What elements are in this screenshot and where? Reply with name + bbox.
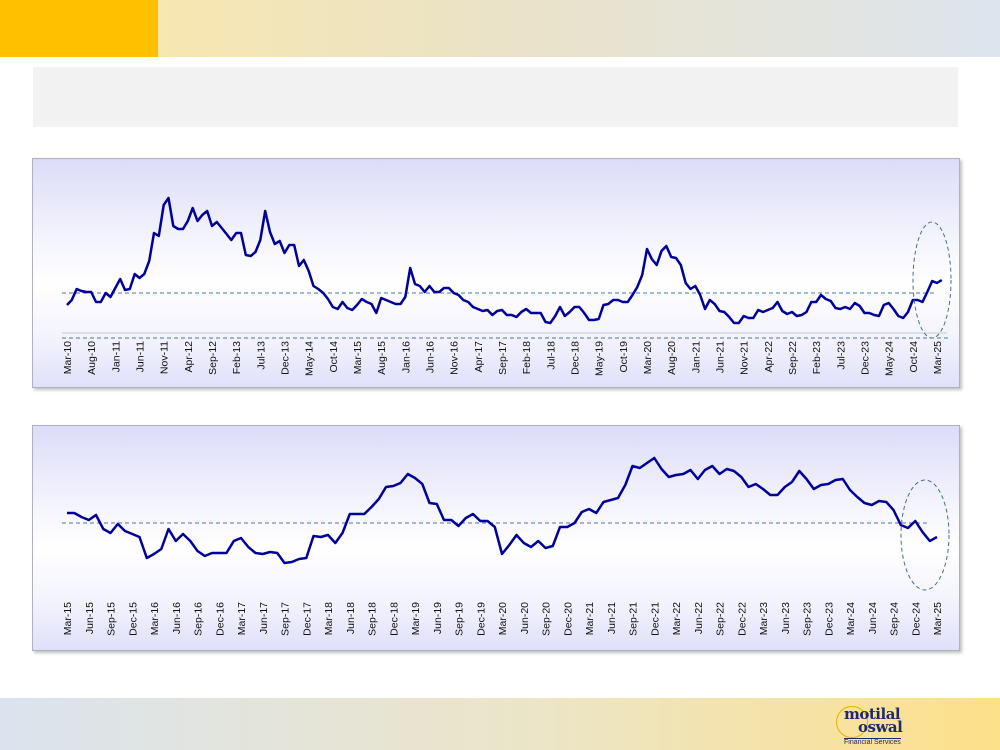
x-tick-label: Jul-18 — [545, 341, 557, 370]
highlight-ellipse — [912, 221, 952, 339]
x-tick-label: Sep-20 — [541, 602, 553, 636]
header-accent-block — [0, 0, 158, 57]
title-box — [33, 67, 958, 127]
x-tick-label: Oct-14 — [328, 341, 340, 373]
x-tick-label: May-19 — [594, 341, 606, 376]
x-tick-label: Nov-21 — [739, 341, 751, 375]
x-tick-label: Aug-20 — [666, 341, 678, 375]
x-tick-label: Dec-13 — [280, 341, 292, 375]
x-tick-label: Sep-23 — [802, 602, 814, 636]
x-tick-label: Jun-15 — [84, 602, 96, 634]
x-tick-label: Sep-15 — [106, 602, 118, 636]
x-tick-label: May-14 — [304, 341, 316, 376]
x-tick-label: Sep-19 — [454, 602, 466, 636]
motilal-oswal-logo: motilal oswal Financial Services — [836, 702, 926, 748]
logo-text-2: oswal — [858, 718, 903, 736]
x-tick-label: Dec-18 — [570, 341, 582, 375]
logo-text-1: motilal — [844, 705, 901, 723]
footer-band — [0, 698, 1000, 750]
x-tick-label: Jun-20 — [519, 602, 531, 634]
x-tick-label: Mar-20 — [497, 602, 509, 635]
x-tick-label: Dec-20 — [562, 602, 574, 636]
x-tick-label: Sep-17 — [497, 341, 509, 375]
x-tick-label: Dec-23 — [823, 602, 835, 636]
x-tick-label: Dec-23 — [860, 341, 872, 375]
x-tick-label: Mar-10 — [62, 341, 74, 374]
x-tick-label: Dec-24 — [910, 602, 922, 636]
x-tick-label: Jun-18 — [345, 602, 357, 634]
x-tick-label: Dec-16 — [214, 602, 226, 636]
x-tick-label: Mar-19 — [410, 602, 422, 635]
header-band — [0, 0, 1000, 57]
x-tick-label: Mar-25 — [932, 341, 944, 374]
x-tick-label: Jan-16 — [400, 341, 412, 373]
x-tick-label: Nov-11 — [159, 341, 171, 374]
x-tick-label: Jun-22 — [693, 602, 705, 634]
x-tick-label: Sep-22 — [787, 341, 799, 375]
chart-panel-1 — [32, 158, 960, 388]
x-tick-label: Dec-18 — [388, 602, 400, 636]
x-tick-label: Jan-11 — [110, 341, 122, 372]
x-tick-label: Jun-17 — [258, 602, 270, 634]
x-tick-label: Sep-12 — [207, 341, 219, 375]
x-tick-label: Mar-21 — [584, 602, 596, 635]
x-tick-label: Feb-23 — [811, 341, 823, 374]
x-tick-label: Dec-19 — [475, 602, 487, 636]
x-tick-label: Feb-18 — [521, 341, 533, 374]
x-tick-label: Oct-24 — [908, 341, 920, 373]
series-line — [67, 456, 938, 565]
highlight-ellipse — [900, 479, 950, 591]
x-tick-label: Apr-17 — [473, 341, 485, 373]
x-tick-label: Sep-18 — [367, 602, 379, 636]
x-tick-label: Sep-22 — [715, 602, 727, 636]
x-tick-label: Mar-24 — [845, 602, 857, 635]
x-tick-label: Mar-22 — [671, 602, 683, 635]
x-tick-label: Sep-21 — [628, 602, 640, 636]
x-tick-label: Apr-22 — [763, 341, 775, 373]
x-tick-label: Jun-23 — [780, 602, 792, 634]
x-tick-label: Aug-10 — [86, 341, 98, 375]
x-tick-label: Jul-13 — [255, 341, 267, 370]
x-tick-label: Jun-11 — [135, 341, 147, 372]
x-tick-label: Mar-17 — [236, 602, 248, 635]
x-tick-label: Jun-24 — [867, 602, 879, 634]
x-tick-label: Mar-25 — [932, 602, 944, 635]
x-tick-label: Sep-17 — [280, 602, 292, 636]
x-tick-label: Apr-12 — [183, 341, 195, 373]
x-tick-label: Mar-16 — [149, 602, 161, 635]
x-tick-label: Feb-13 — [231, 341, 243, 374]
x-tick-label: Nov-16 — [449, 341, 461, 375]
x-tick-label: Jul-23 — [835, 341, 847, 370]
x-tick-label: Dec-17 — [301, 602, 313, 636]
x-tick-label: May-24 — [884, 341, 896, 376]
series-line — [66, 196, 943, 325]
x-tick-label: Dec-21 — [649, 602, 661, 636]
x-tick-label: Oct-19 — [618, 341, 630, 373]
x-tick-label: Aug-15 — [376, 341, 388, 375]
x-tick-label: Dec-22 — [736, 602, 748, 636]
logo-ring — [836, 706, 868, 738]
x-tick-label: Jun-19 — [432, 602, 444, 634]
x-tick-label: Jan-21 — [690, 341, 702, 373]
x-tick-label: Mar-15 — [62, 602, 74, 635]
x-tick-label: Mar-15 — [352, 341, 364, 374]
x-tick-label: Jun-21 — [715, 341, 727, 373]
x-tick-label: Mar-20 — [642, 341, 654, 374]
x-tick-label: Jun-21 — [606, 602, 618, 634]
x-tick-label: Jun-16 — [171, 602, 183, 634]
x-tick-label: Dec-15 — [127, 602, 139, 636]
x-tick-label: Mar-23 — [758, 602, 770, 635]
x-tick-label: Sep-24 — [889, 602, 901, 636]
x-tick-label: Mar-18 — [323, 602, 335, 635]
logo-text-3: Financial Services — [844, 738, 901, 746]
x-tick-label: Sep-16 — [193, 602, 205, 636]
x-tick-label: Jun-16 — [425, 341, 437, 373]
